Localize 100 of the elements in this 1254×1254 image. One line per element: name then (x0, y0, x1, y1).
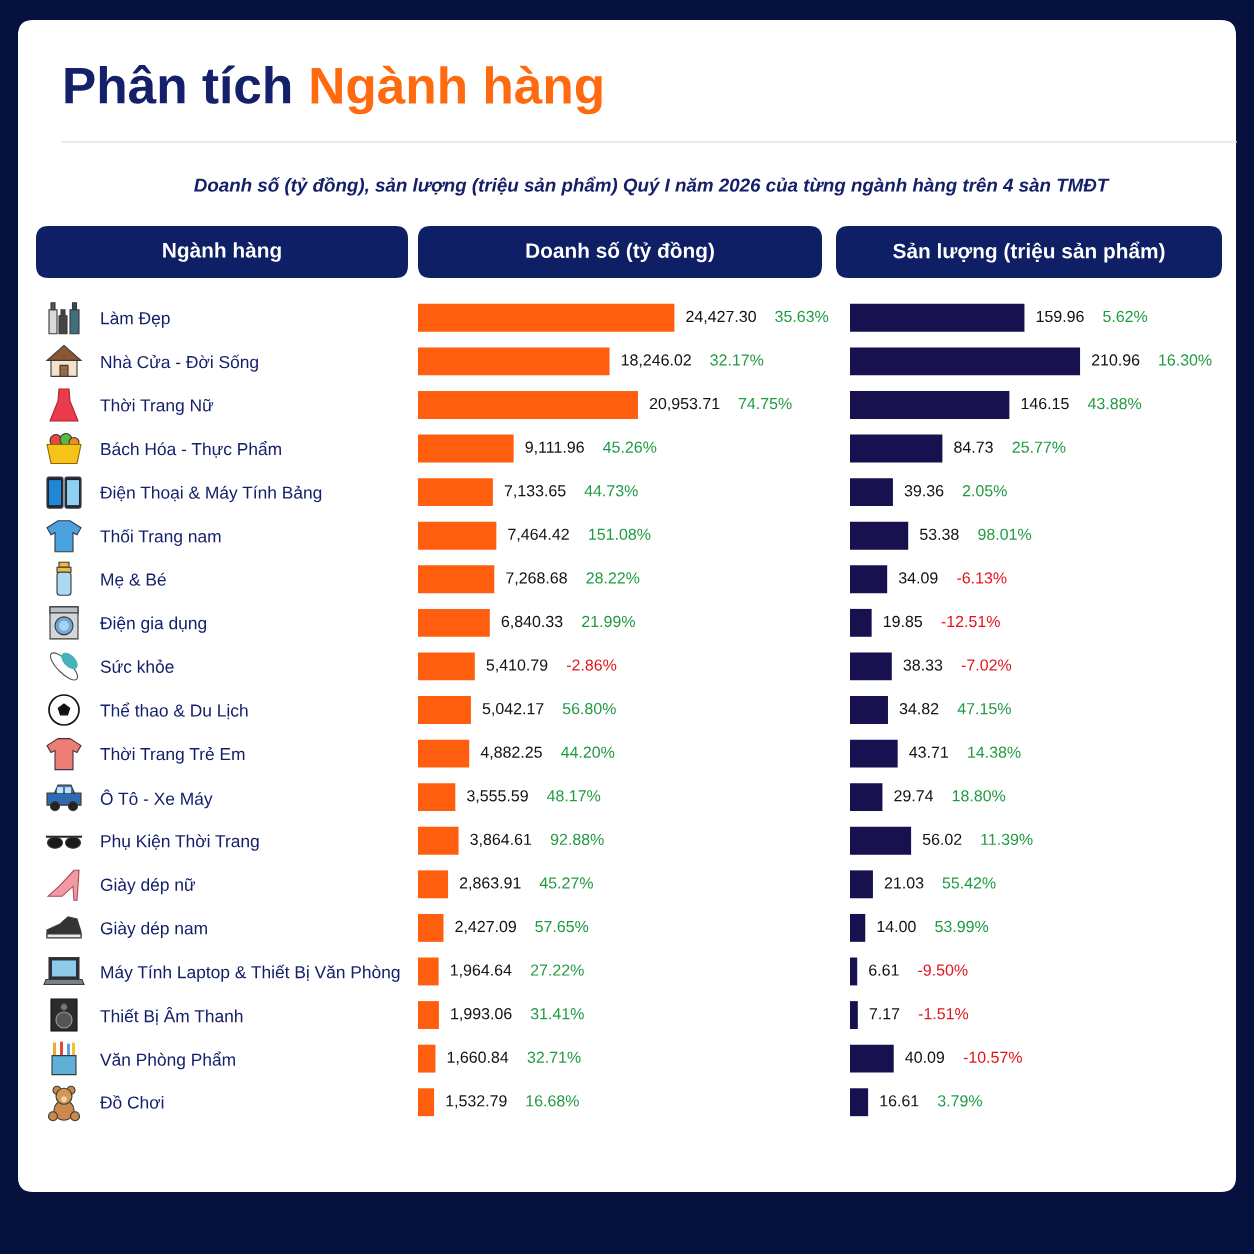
data-label: 7,133.65 (504, 485, 566, 499)
bar (850, 870, 873, 899)
bar (418, 1044, 436, 1073)
annotation: -1.51% (918, 1008, 969, 1020)
annotation: 14.38% (968, 746, 1021, 758)
y-tick-label: Nhà Cửa - Đời Sống (101, 354, 258, 372)
bar (850, 652, 892, 681)
data-label: 84.73 (954, 441, 993, 453)
bar (850, 478, 893, 507)
y-tick-label: Phụ Kiện Thời Trang (101, 834, 259, 851)
text: 74.75% (738, 397, 792, 410)
bar (850, 303, 1025, 332)
y-tick-label: Giày dép nam (100, 921, 207, 938)
annotation: 31.41% (530, 1008, 584, 1020)
data-label: 1,993.06 (451, 1008, 512, 1022)
annotation: 55.42% (942, 877, 996, 889)
annotation: -10.57% (963, 1051, 1022, 1063)
data-label: 2,427.09 (455, 920, 516, 935)
y-tick-label: Văn Phòng Phẩm (100, 1051, 235, 1070)
annotation: 57.65% (535, 920, 589, 933)
bar (850, 696, 888, 724)
bar (850, 521, 909, 550)
x-axis-title: Doanh số (tỷ đồng) (526, 241, 714, 263)
y-tick-label: Thể thao & Du Lịch (100, 702, 248, 720)
bar (850, 1088, 869, 1117)
annotation: -12.51% (941, 615, 1000, 628)
annotation: 11.39% (981, 833, 1033, 846)
bar (418, 521, 497, 550)
annotation: 28.22% (586, 572, 640, 584)
annotation: 92.88% (550, 833, 604, 846)
data-label: 1,532.79 (446, 1095, 507, 1109)
chart-subtitle: Doanh số (tỷ đồng), sản lượng (triệu sản phẩm) Quý I năm 2026 của từng ngành hàng trên 4 sàn TMĐT (194, 176, 1110, 196)
bar (418, 913, 444, 942)
annotation: 151.08% (589, 528, 651, 540)
annotation: 16.68% (526, 1095, 579, 1107)
text: 16.30% (1159, 354, 1212, 366)
annotation: 3.79% (937, 1095, 982, 1107)
bar (850, 347, 1081, 376)
bar (850, 565, 888, 594)
annotation: 47.15% (957, 703, 1011, 715)
bar (850, 739, 898, 768)
data-label: 14.00 (877, 920, 916, 933)
bar (850, 783, 883, 812)
bar (418, 739, 470, 768)
y-tick-label: Bách Hóa - Thực Phẩm (101, 441, 281, 458)
bar (418, 391, 638, 419)
bar (850, 1001, 858, 1029)
data-label: 56.02 (922, 833, 962, 846)
data-label: 7,464.42 (508, 528, 569, 542)
annotation: 27.22% (530, 964, 584, 976)
annotation: 25.77% (1012, 441, 1066, 453)
data-label: 39.36 (904, 485, 944, 497)
annotation: 32.71% (527, 1051, 581, 1063)
data-label: 6.61 (869, 964, 899, 976)
data-label: 24,427.30 (686, 310, 756, 324)
bar (850, 391, 1010, 419)
bar (850, 608, 872, 637)
data-label: 1,660.84 (447, 1051, 509, 1065)
annotation: 56.80% (562, 702, 616, 715)
y-tick-label: Máy Tính Laptop & Thiết Bị Văn Phòng (101, 964, 400, 982)
data-label: 5,042.17 (482, 702, 544, 717)
text: 43.88% (1087, 397, 1142, 410)
annotation: 53.99% (935, 920, 989, 933)
data-label: 3,555.59 (467, 790, 528, 804)
data-label: 20,953.71 (649, 397, 720, 412)
data-label: 1,964.64 (450, 964, 512, 978)
y-tick-label: Sức khỏe (100, 659, 174, 673)
bar (850, 1044, 894, 1073)
bar (418, 347, 610, 376)
data-label: 5,410.79 (486, 659, 548, 673)
bar (418, 608, 490, 637)
chart-title: Phân tích Ngành hàng (65, 64, 602, 115)
text: 32.17% (710, 354, 764, 366)
bar (418, 565, 495, 594)
data-label: 2,863.91 (459, 877, 521, 891)
y-tick-label: Thời Trang Trẻ Em (100, 747, 245, 764)
data-label: 6,840.33 (501, 615, 563, 630)
bar (418, 783, 456, 812)
y-tick-label: Giày dép nữ (100, 877, 196, 895)
annotation: 48.17% (546, 790, 601, 802)
annotation: -6.13% (957, 572, 1007, 584)
text: 35.63% (775, 310, 829, 323)
data-label: 43.71 (909, 746, 948, 758)
y-tick-label: Thối Trang nam (100, 529, 221, 546)
bar (418, 1001, 439, 1029)
bar (418, 652, 475, 681)
bar (418, 303, 675, 332)
data-label: 34.09 (898, 572, 938, 584)
y-tick-label: Mẹ & Bé (101, 572, 166, 589)
bar (418, 434, 514, 463)
data-label: 29.74 (894, 790, 934, 802)
y-axis-title: Ngành hàng (163, 242, 281, 262)
bar (418, 696, 471, 724)
data-label: 159.96 (1036, 310, 1084, 323)
bar (850, 434, 943, 463)
bar (850, 957, 858, 986)
data-label: 7,268.68 (506, 572, 567, 586)
annotation: 44.73% (584, 485, 638, 497)
data-label: 3,864.61 (470, 833, 532, 847)
bar (418, 870, 449, 899)
